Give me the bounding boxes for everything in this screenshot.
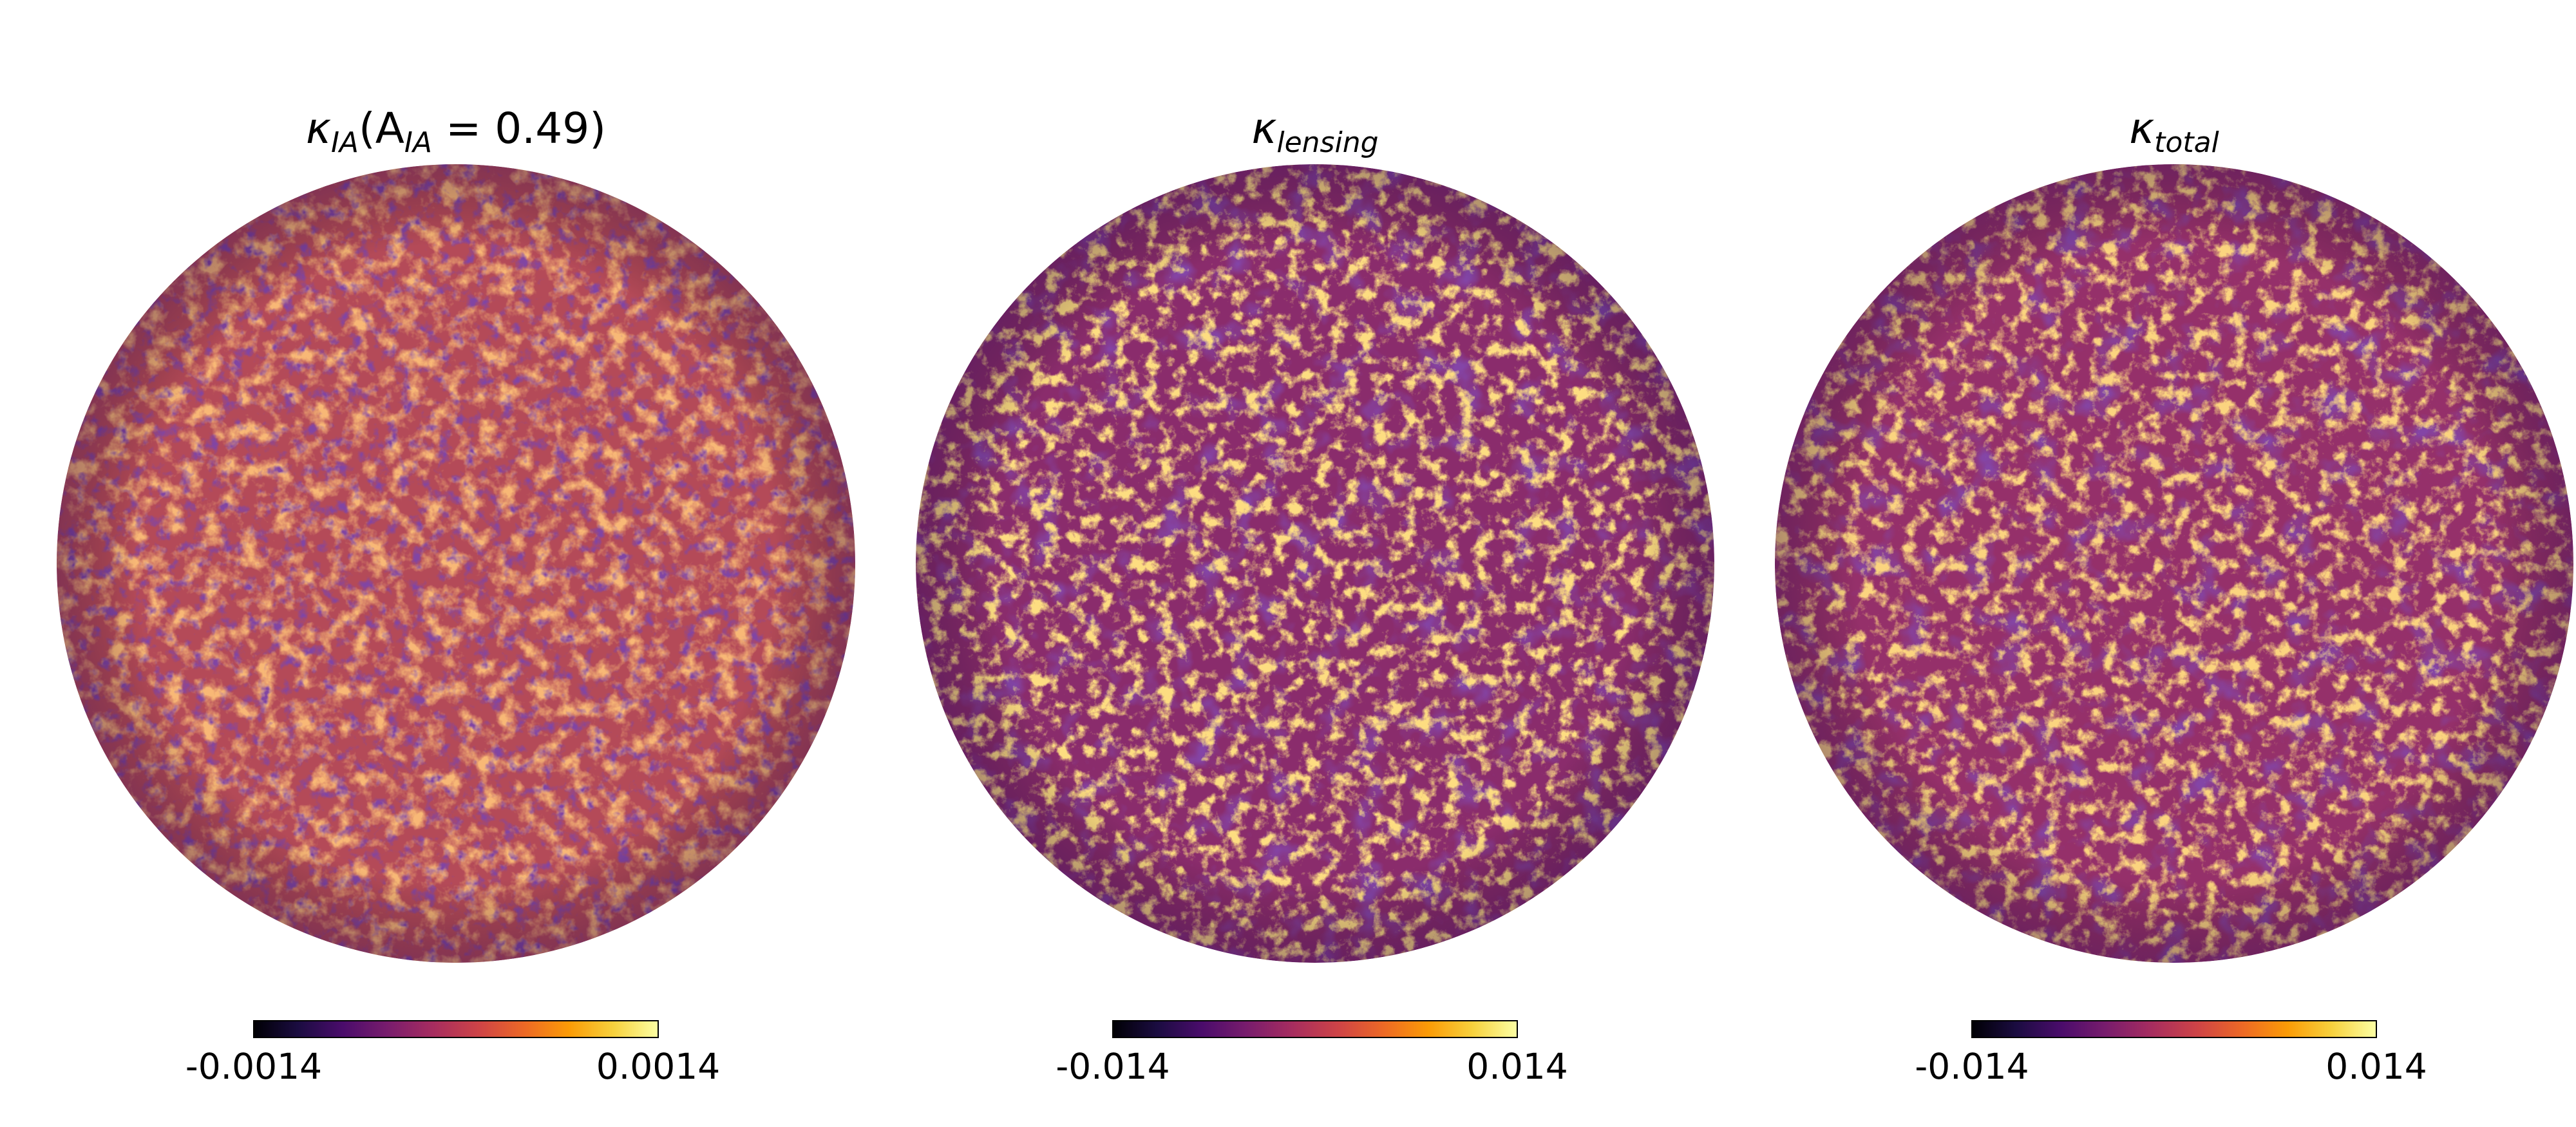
colorbar-total-max: 0.014 xyxy=(2325,1046,2427,1087)
colorbar-lensing-bar xyxy=(1112,1020,1518,1038)
sky-map-total xyxy=(1775,164,2573,963)
colorbar-ia-bar xyxy=(253,1020,659,1038)
colorbar-total-min: -0.014 xyxy=(1915,1046,2029,1087)
colorbar-lensing-max: 0.014 xyxy=(1466,1046,1567,1087)
colorbar-ia-min: -0.0014 xyxy=(185,1046,322,1087)
sky-map-lensing xyxy=(916,164,1714,963)
colorbar-lensing: -0.014 0.014 xyxy=(1056,1020,1568,1087)
panel-ia-title: κIA(AIA = 0.49) xyxy=(306,104,606,159)
colorbar-lensing-min: -0.014 xyxy=(1056,1046,1170,1087)
panel-total: κtotal -0.014 0.014 xyxy=(1775,104,2573,1087)
panel-total-title: κtotal xyxy=(2129,104,2219,159)
panel-lensing-title: κlensing xyxy=(1251,104,1378,159)
colorbar-total: -0.014 0.014 xyxy=(1915,1020,2427,1087)
colorbar-total-bar xyxy=(1971,1020,2377,1038)
sky-map-ia xyxy=(57,164,855,963)
panel-lensing: κlensing -0.014 0.014 xyxy=(916,104,1714,1087)
colorbar-ia: -0.0014 0.0014 xyxy=(185,1020,720,1087)
panel-ia: κIA(AIA = 0.49) -0.0014 0.0014 xyxy=(57,104,855,1087)
colorbar-ia-max: 0.0014 xyxy=(596,1046,720,1087)
